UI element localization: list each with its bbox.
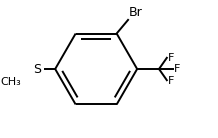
Text: CH₃: CH₃ (1, 77, 22, 87)
Text: S: S (33, 63, 41, 75)
Text: Br: Br (129, 6, 143, 19)
Text: F: F (168, 76, 174, 86)
Text: F: F (168, 53, 174, 63)
Text: F: F (174, 64, 180, 74)
